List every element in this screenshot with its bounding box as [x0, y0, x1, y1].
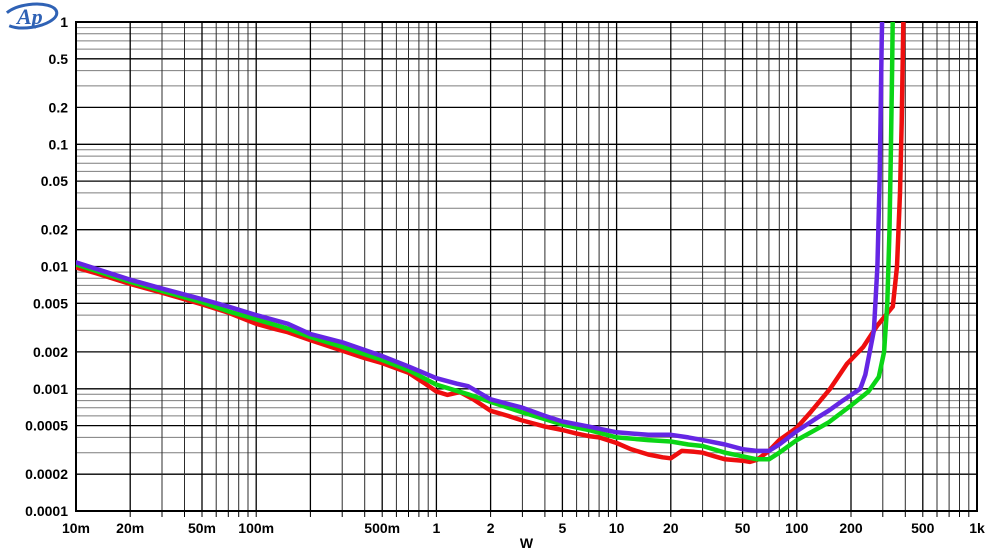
y-tick-label: 0.1 [49, 136, 69, 152]
x-tick-label: 200 [839, 520, 863, 536]
y-tick-label: 0.2 [49, 99, 69, 115]
ap-logo-swoosh [1, 2, 59, 30]
y-tick-label: 0.0001 [25, 503, 68, 519]
audio-precision-logo: Ap [1, 2, 59, 30]
x-tick-label: 100 [785, 520, 809, 536]
x-tick-label: 1k [969, 520, 985, 536]
x-tick-label: 50 [735, 520, 751, 536]
x-tick-label: 20 [663, 520, 679, 536]
x-tick-label: 2 [487, 520, 495, 536]
trace-red [76, 22, 906, 465]
x-tick-label: 5 [559, 520, 567, 536]
ap-logo-text: Ap [15, 4, 43, 29]
y-tick-label: 0.01 [41, 259, 68, 275]
x-axis-unit-label: W [519, 535, 534, 551]
y-tick-label: 0.02 [41, 222, 68, 238]
x-tick-label: 500 [911, 520, 935, 536]
y-tick-label: 0.001 [33, 381, 68, 397]
y-tick-label: 0.5 [49, 51, 69, 67]
y-tick-label: 0.002 [33, 344, 68, 360]
y-tick-label: 0.0005 [25, 418, 68, 434]
x-tick-label: 50m [188, 520, 216, 536]
trace-violet [76, 22, 885, 454]
y-tick-label: 0.005 [33, 295, 68, 311]
y-tick-label: 0.0002 [25, 466, 68, 482]
x-tick-label: 100m [238, 520, 274, 536]
y-tick-label: 0.05 [41, 173, 68, 189]
y-tick-label: 1 [60, 14, 68, 30]
x-tick-label: 10m [62, 520, 90, 536]
x-tick-label: 10 [609, 520, 625, 536]
trace-green [76, 22, 895, 462]
x-tick-label: 1 [433, 520, 441, 536]
x-tick-label: 500m [364, 520, 400, 536]
x-tick-label: 20m [116, 520, 144, 536]
